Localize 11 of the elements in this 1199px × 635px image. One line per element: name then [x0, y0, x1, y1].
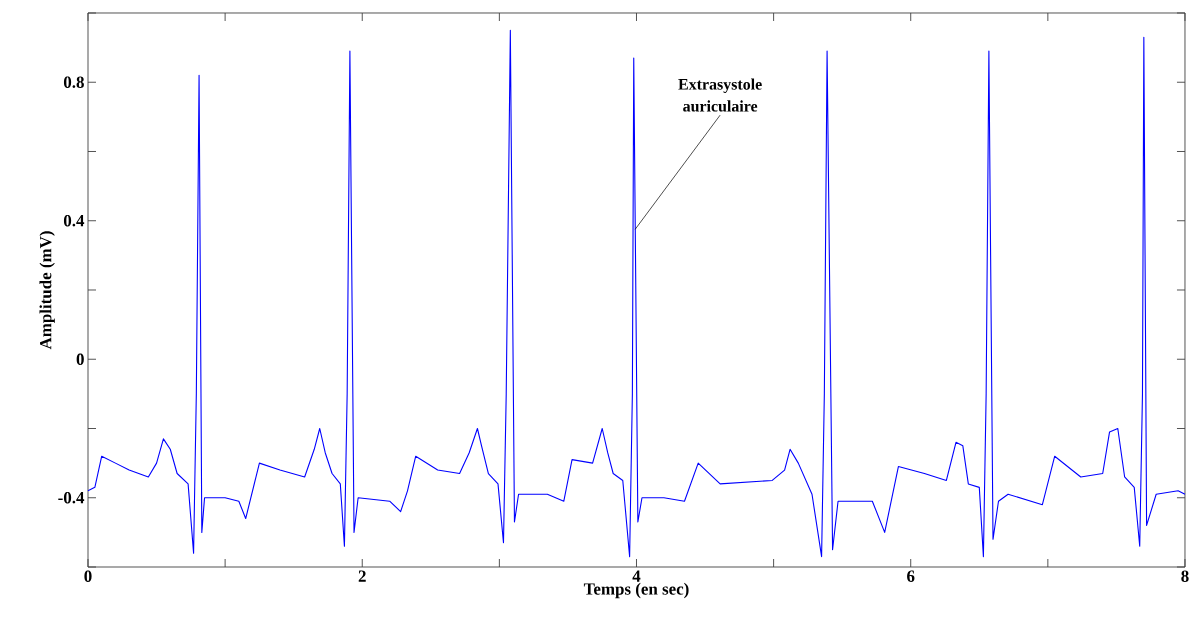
y-tick-label: 0.8: [63, 76, 84, 88]
y-tick-label: 0: [76, 353, 84, 365]
x-tick-label: 6: [907, 570, 915, 582]
x-axis-title: Temps (en sec): [583, 582, 689, 599]
y-tick-label: -0.4: [58, 492, 85, 504]
y-axis-title: Amplitude (mV): [39, 231, 55, 350]
x-tick-label: 8: [1181, 570, 1189, 582]
annotation: Extrasystole auriculaire: [678, 78, 762, 112]
y-tick-label: 0.4: [63, 214, 85, 227]
x-tick-label: 4: [632, 570, 641, 582]
x-tick-label: 2: [358, 570, 366, 582]
